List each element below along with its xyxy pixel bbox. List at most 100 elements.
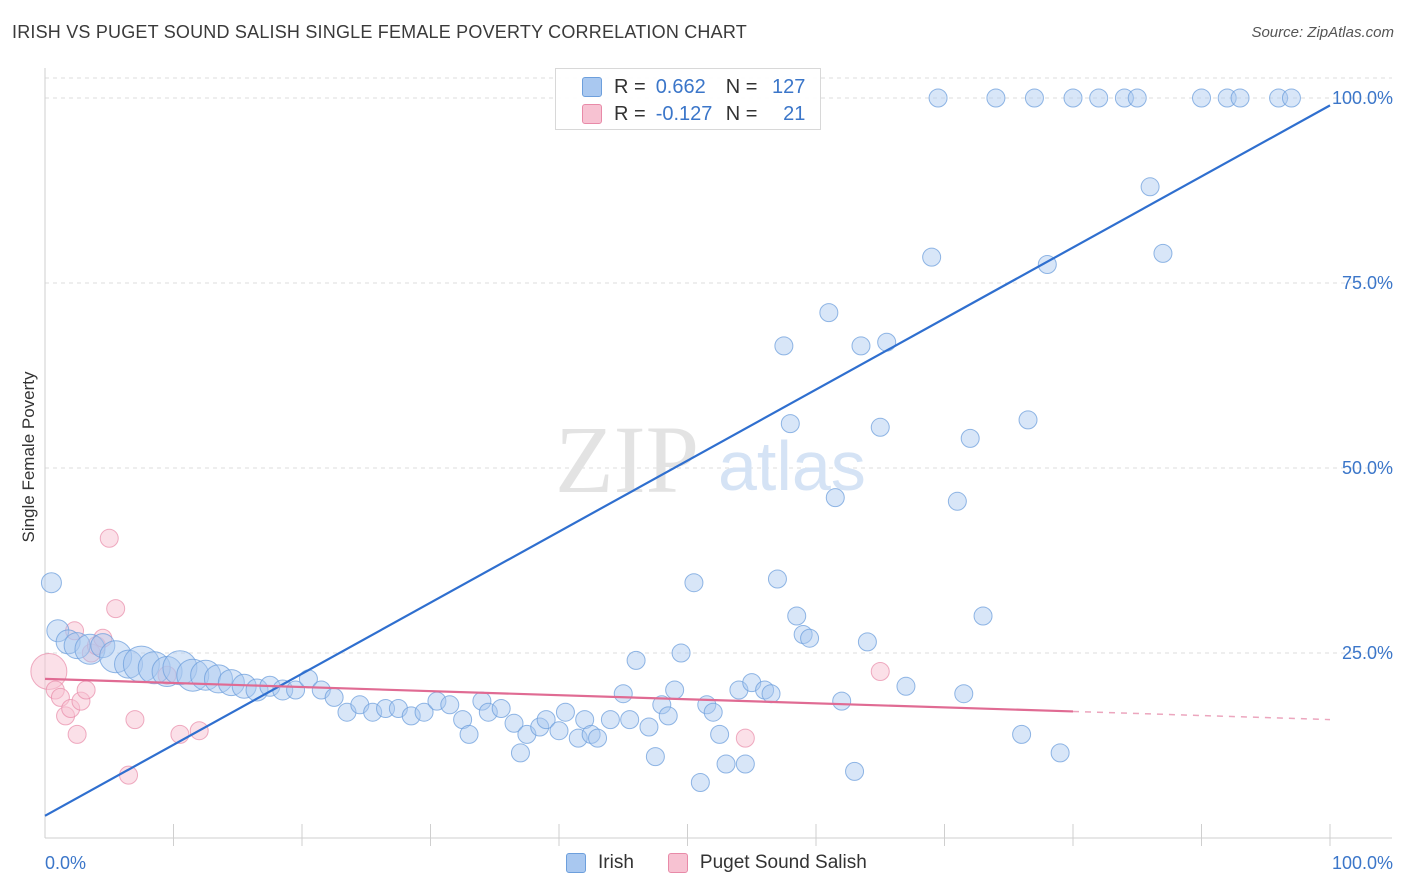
irish-point — [491, 699, 511, 718]
salish-trend-line-extension — [1072, 710, 1331, 721]
irish-point — [600, 710, 620, 730]
irish-point — [928, 88, 948, 108]
irish-point — [645, 747, 665, 767]
irish-point — [46, 619, 70, 643]
irish-point — [639, 717, 659, 737]
irish-point — [613, 684, 633, 704]
irish-point — [761, 684, 781, 704]
irish-point — [363, 702, 383, 722]
irish-point — [845, 761, 865, 781]
irish-point — [459, 724, 479, 744]
irish-point — [1012, 724, 1032, 744]
irish-point — [1230, 88, 1250, 108]
watermark: ZIP atlas — [555, 406, 866, 513]
irish-point — [825, 488, 845, 508]
trend-lines — [44, 104, 1331, 817]
irish-point — [626, 650, 646, 670]
irish-point — [478, 702, 498, 722]
irish-point — [658, 706, 678, 726]
irish-point — [549, 721, 569, 741]
legend-n-label: N = — [725, 102, 758, 125]
irish-point — [954, 684, 974, 704]
y-axis-label: Single Female Poverty — [19, 371, 38, 543]
irish-point — [671, 643, 691, 663]
legend-r-value: 0.662 — [655, 75, 706, 98]
irish-point — [324, 687, 344, 707]
irish-point — [1192, 88, 1211, 108]
irish-point — [1140, 177, 1160, 197]
legend-r-label: R = — [614, 102, 646, 125]
salish-point — [870, 662, 890, 681]
legend-n-value: 21 — [783, 102, 806, 125]
salish-point — [157, 665, 177, 685]
irish-point — [793, 625, 813, 644]
legend-item-irish[interactable]: Irish — [566, 852, 634, 874]
irish-point — [877, 332, 897, 352]
axes — [44, 68, 1392, 846]
irish-point — [581, 724, 601, 744]
series-legend: Irish Puget Sound Salish — [566, 852, 901, 874]
legend-swatch-irish — [566, 853, 586, 873]
salish-point — [67, 724, 87, 744]
source-label: Source: ZipAtlas.com — [1251, 24, 1394, 41]
y-tick-label: 50.0% — [1342, 458, 1393, 478]
irish-point — [767, 569, 787, 589]
irish-trend-line — [44, 104, 1331, 817]
irish-point — [530, 717, 550, 737]
irish-point — [716, 754, 736, 774]
legend-label-irish: Irish — [598, 852, 634, 873]
legend-n-value: 127 — [772, 75, 806, 98]
salish-point — [99, 528, 119, 548]
irish-point — [800, 628, 820, 648]
watermark-zip: ZIP — [555, 406, 699, 513]
legend-item-salish[interactable]: Puget Sound Salish — [667, 852, 867, 874]
irish-point — [286, 680, 306, 700]
irish-point — [870, 417, 890, 437]
irish-point — [684, 573, 704, 593]
legend-row-salish: R = -0.127 N = 21 — [582, 102, 805, 126]
irish-point — [1127, 88, 1147, 108]
irish-point — [922, 247, 942, 267]
irish-point — [510, 743, 530, 763]
irish-point — [1281, 88, 1301, 108]
irish-point — [620, 710, 640, 730]
legend-label-salish: Puget Sound Salish — [699, 852, 867, 873]
x-tick-label: 0.0% — [45, 853, 86, 873]
irish-point — [780, 414, 800, 434]
legend-n-label: N = — [725, 75, 758, 98]
irish-point — [1024, 88, 1044, 108]
irish-point — [896, 676, 916, 696]
y-tick-label: 75.0% — [1342, 273, 1393, 293]
irish-point — [960, 428, 980, 448]
salish-point — [106, 599, 126, 619]
irish-point — [536, 710, 556, 730]
irish-point — [857, 632, 877, 652]
irish-point — [40, 572, 62, 594]
tick-labels: 25.0% 50.0% 75.0% 100.0% 0.0% 100.0% — [45, 88, 1393, 873]
irish-point — [851, 336, 871, 356]
irish-point — [947, 491, 967, 511]
irish-point — [401, 706, 421, 726]
y-tick-label: 25.0% — [1342, 643, 1393, 663]
irish-point — [665, 680, 685, 700]
stats-legend: R = 0.662 N = 127 R = -0.127 N = 21 — [555, 68, 821, 130]
irish-point — [114, 649, 144, 679]
irish-point — [1050, 743, 1070, 763]
y-tick-label: 100.0% — [1332, 88, 1393, 108]
irish-point — [703, 702, 723, 722]
x-tick-label: 100.0% — [1332, 853, 1393, 873]
legend-swatch-salish — [667, 853, 688, 873]
irish-point — [787, 606, 807, 626]
salish-point — [125, 710, 145, 730]
irish-point — [90, 633, 116, 659]
irish-point — [819, 303, 839, 323]
legend-row-irish: R = 0.662 N = 127 — [582, 75, 805, 99]
salish-point — [65, 621, 85, 641]
irish-point — [555, 702, 575, 722]
series-puget-sound-salish — [30, 528, 890, 785]
legend-swatch-salish — [582, 104, 602, 124]
irish-point — [973, 606, 993, 626]
irish-point — [710, 724, 730, 744]
irish-point — [986, 88, 1006, 108]
